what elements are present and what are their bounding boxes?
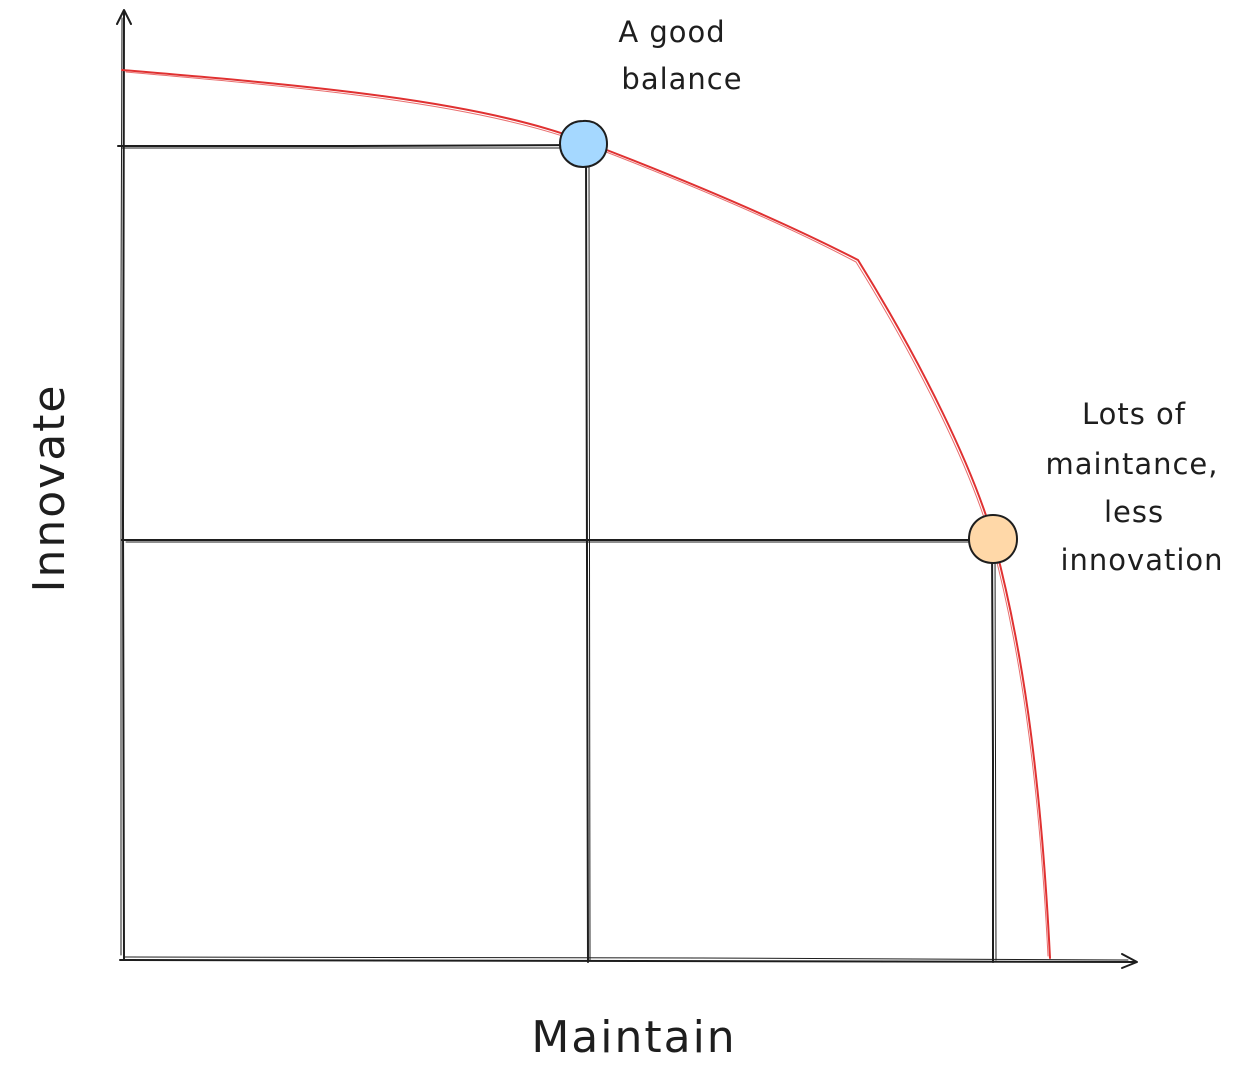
x-axis-label: Maintain: [531, 1012, 736, 1063]
axes: [116, 9, 1138, 969]
balance-annotation-line-2: balance: [621, 62, 742, 96]
x-axis-shadow: [123, 956, 1129, 961]
maintenance-annotation: Lots of maintance, less innovation: [1046, 397, 1223, 577]
maintenance-annotation-line-4: innovation: [1060, 543, 1223, 577]
maintenance-annotation-line-3: less: [1104, 495, 1164, 529]
balance-annotation: A good balance: [618, 15, 742, 96]
y-axis-arrowhead: [116, 9, 132, 25]
maintenance-annotation-line-2: maintance,: [1046, 447, 1219, 481]
tradeoff-curve: [121, 69, 1051, 959]
maintenance-point-marker: [967, 513, 1019, 565]
maintenance-point: [967, 513, 1019, 565]
balance-point-marker: [558, 119, 609, 169]
x-axis-arrowhead: [1121, 953, 1138, 969]
balance-vertical-guide-shadow: [588, 155, 591, 961]
balance-vertical-guide: [585, 149, 589, 963]
y-axis-label: Innovate: [24, 384, 75, 593]
balance-annotation-line-1: A good: [618, 15, 725, 49]
balance-point: [558, 119, 609, 169]
curve-line: [121, 69, 1051, 959]
x-axis: [119, 959, 1137, 963]
maintenance-vertical-guide: [991, 541, 994, 963]
curve-line-shadow: [125, 71, 1049, 957]
y-axis: [122, 11, 125, 961]
maintenance-annotation-line-1: Lots of: [1082, 397, 1186, 431]
balance-horizontal-guide: [117, 144, 583, 147]
maintenance-guides: [121, 539, 997, 963]
y-axis-shadow: [120, 17, 123, 956]
maintenance-vertical-guide-shadow: [994, 547, 997, 961]
balance-guides: [117, 144, 591, 963]
